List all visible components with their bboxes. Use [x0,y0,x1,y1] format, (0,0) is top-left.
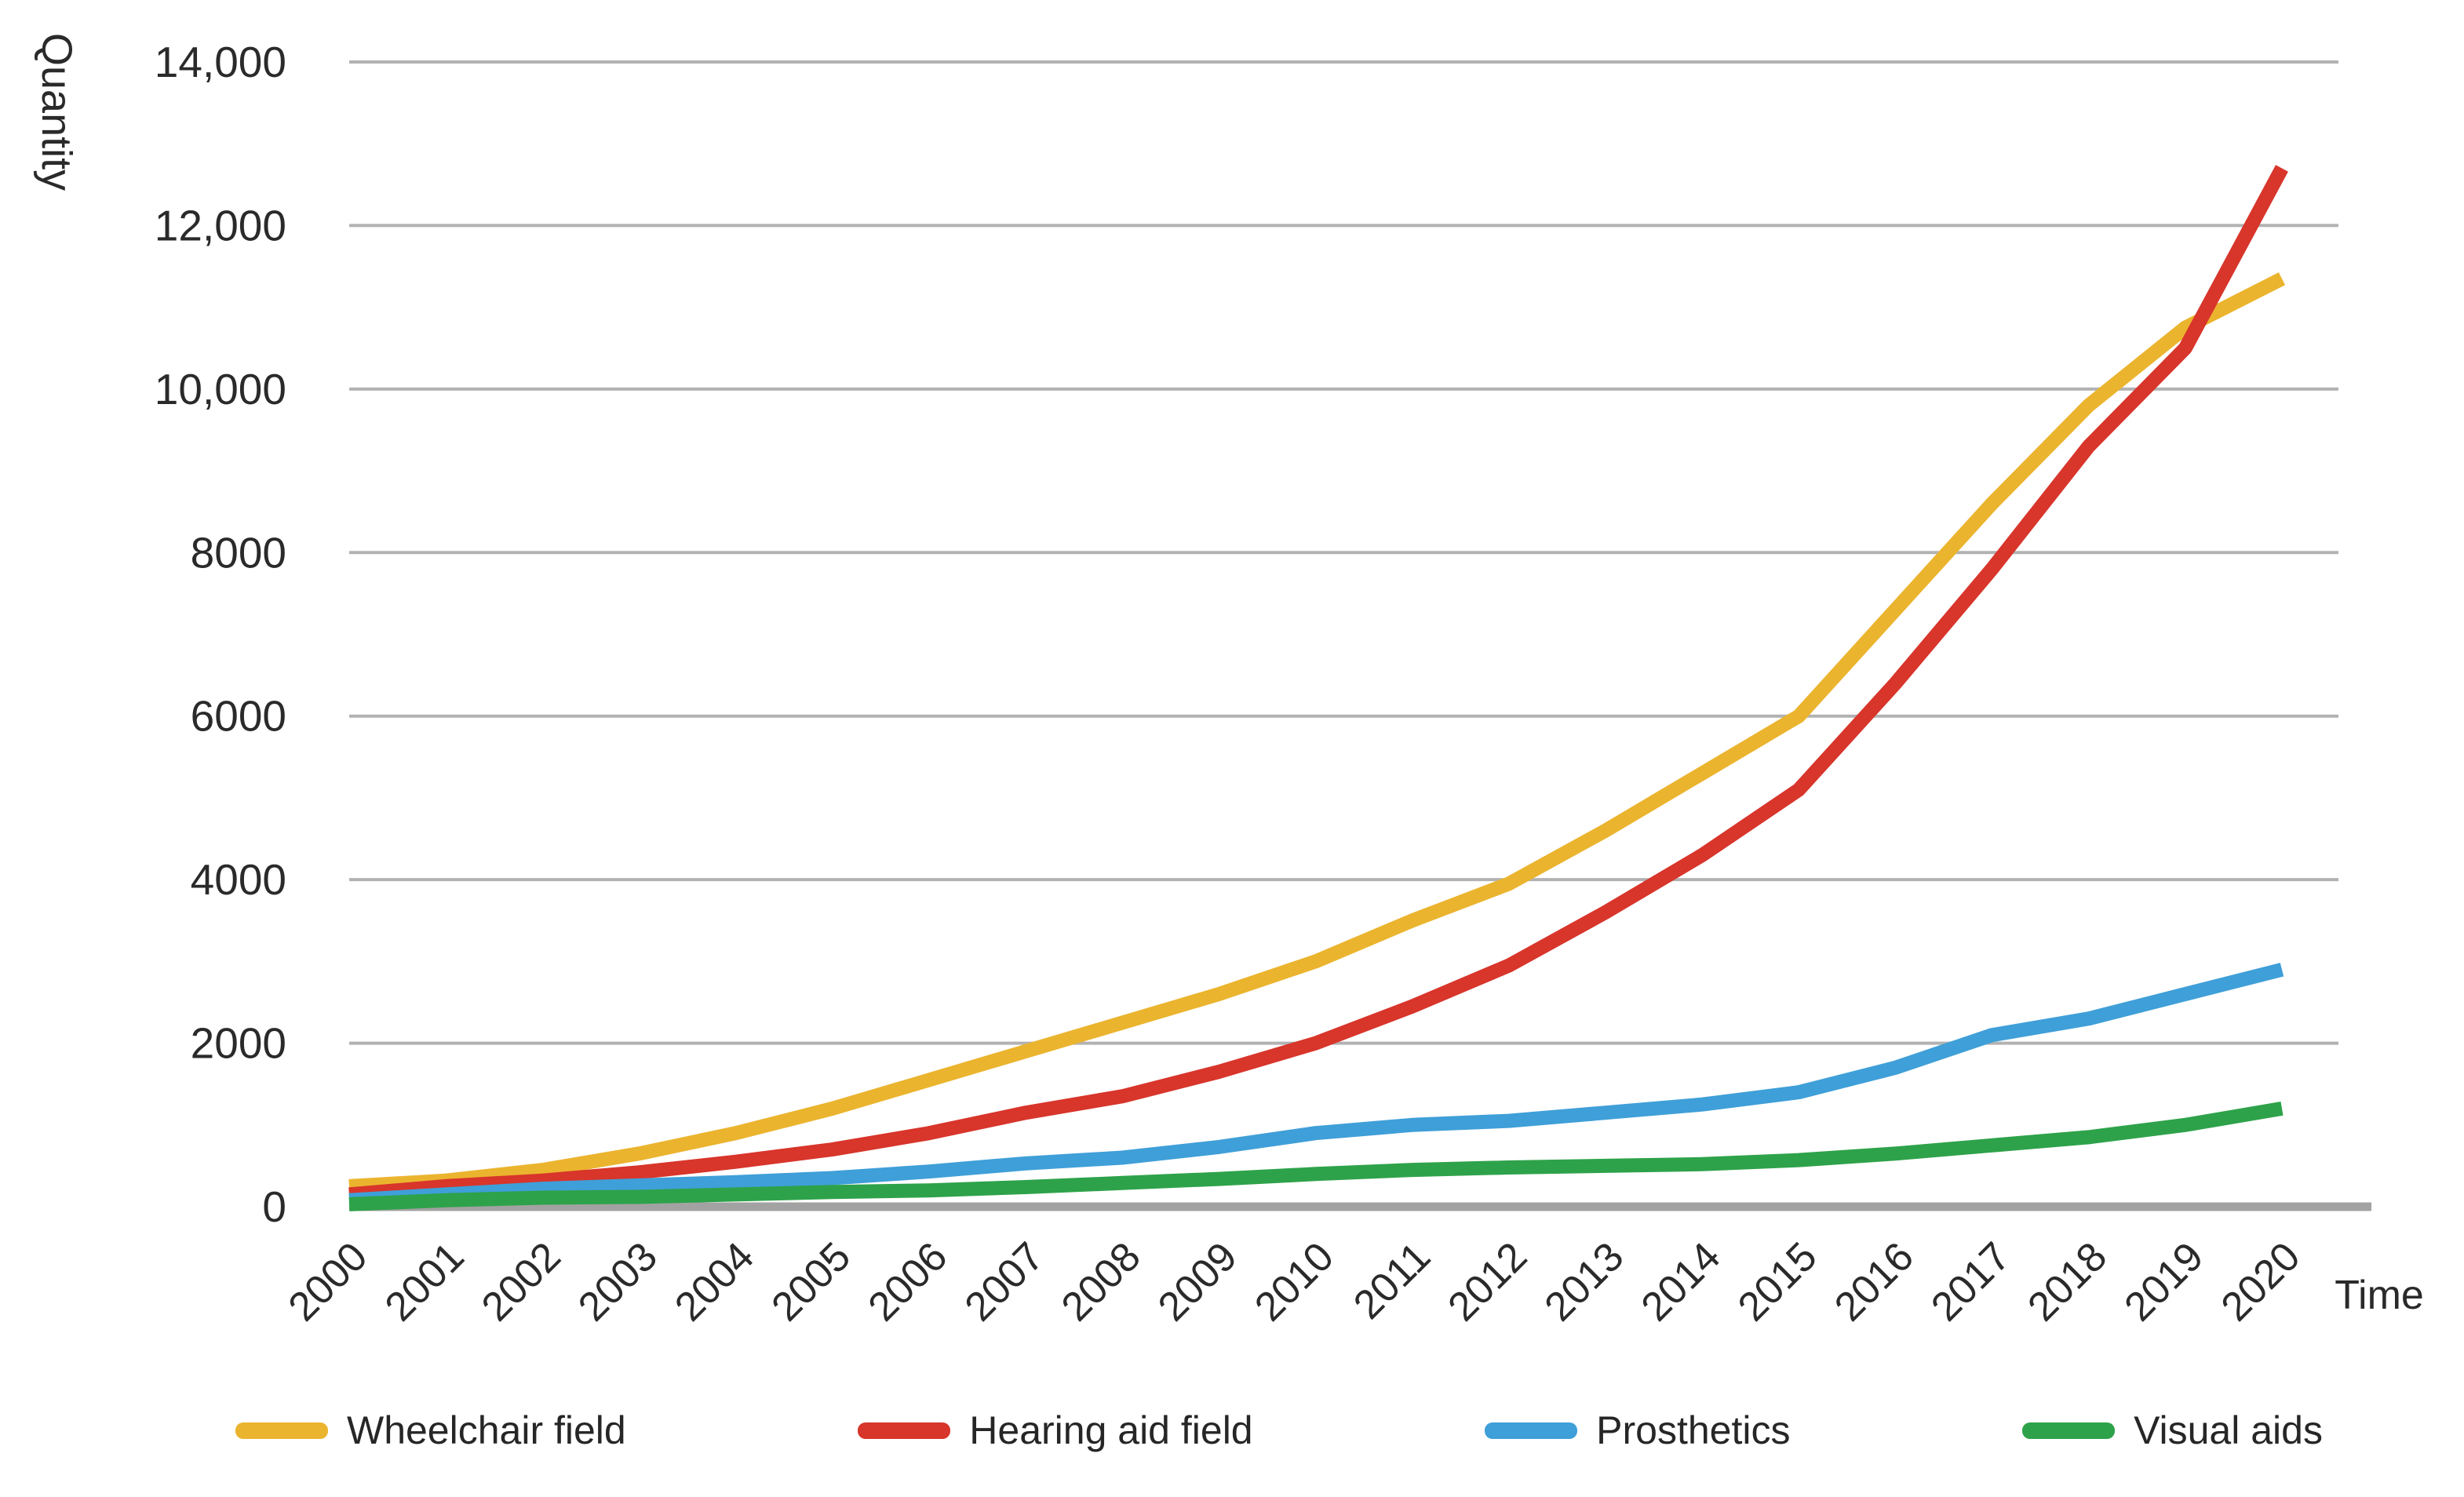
legend: Wheelchair field Hearing aid field Prosthe… [235,1403,2323,1458]
series-line-wheelchair-field [348,272,2286,1193]
y-axis-tick-labels: 0 2000 4000 6000 8000 10,000 12,000 14,000 [155,38,286,1231]
x-tick-label: 2015 [1730,1233,1826,1330]
legend-label: Hearing aid field [969,1408,1253,1452]
x-tick-label: 2008 [1053,1233,1150,1330]
x-tick-label: 2004 [666,1233,763,1330]
x-tick-label: 2012 [1439,1233,1536,1330]
x-tick-label: 2016 [1826,1233,1923,1330]
x-tick-label: 2019 [2116,1233,2213,1330]
legend-item-hearing-aid-field: Hearing aid field [858,1408,1253,1452]
legend-swatch [2022,1422,2116,1439]
legend-swatch [235,1422,328,1439]
x-tick-label: 2020 [2213,1233,2309,1330]
x-tick-label: 2001 [377,1233,473,1330]
legend-swatch [1485,1422,1578,1439]
x-tick-label: 2000 [280,1233,377,1330]
y-tick-label: 4000 [191,855,286,904]
x-tick-label: 2017 [1923,1233,2019,1330]
legend-label: Prosthetics [1596,1408,1791,1452]
x-tick-label: 2010 [1246,1233,1343,1330]
x-tick-label: 2014 [1633,1233,1730,1330]
x-axis-title: Time [2335,1273,2424,1318]
x-tick-label: 2003 [570,1233,666,1330]
y-tick-label: 2000 [191,1019,286,1068]
x-tick-label: 2018 [2019,1233,2116,1330]
series-line-visual-aids [348,1102,2284,1211]
data-series-lines [348,165,2288,1211]
x-tick-label: 2007 [957,1233,1053,1330]
legend-item-prosthetics: Prosthetics [1485,1408,1791,1452]
x-tick-label: 2011 [1345,1233,1439,1328]
legend-label: Visual aids [2134,1408,2323,1452]
y-axis-title: Quantity [33,33,80,191]
series-line-hearing-aid-field [348,165,2288,1202]
legend-item-wheelchair-field: Wheelchair field [235,1411,626,1450]
y-tick-label: 8000 [191,528,286,577]
x-tick-label: 2006 [860,1233,957,1330]
y-tick-label: 6000 [191,692,286,741]
y-tick-label: 10,000 [155,365,286,413]
legend-swatch [858,1422,951,1439]
legend-item-visual-aids: Visual aids [2022,1411,2323,1450]
y-tick-label: 14,000 [155,38,286,86]
gridlines [349,60,2371,1211]
series-line-prosthetics [348,963,2284,1207]
y-tick-label: 12,000 [155,201,286,250]
x-tick-label: 2013 [1536,1233,1633,1330]
legend-label: Wheelchair field [347,1408,626,1452]
x-tick-label: 2002 [473,1233,570,1330]
y-tick-label: 0 [262,1182,286,1231]
x-axis-tick-labels: 2000 2001 2002 2003 2004 2005 2006 2007 2008 2009… [280,1233,2309,1330]
x-tick-label: 2009 [1150,1233,1246,1330]
x-tick-label: 2005 [763,1233,859,1330]
